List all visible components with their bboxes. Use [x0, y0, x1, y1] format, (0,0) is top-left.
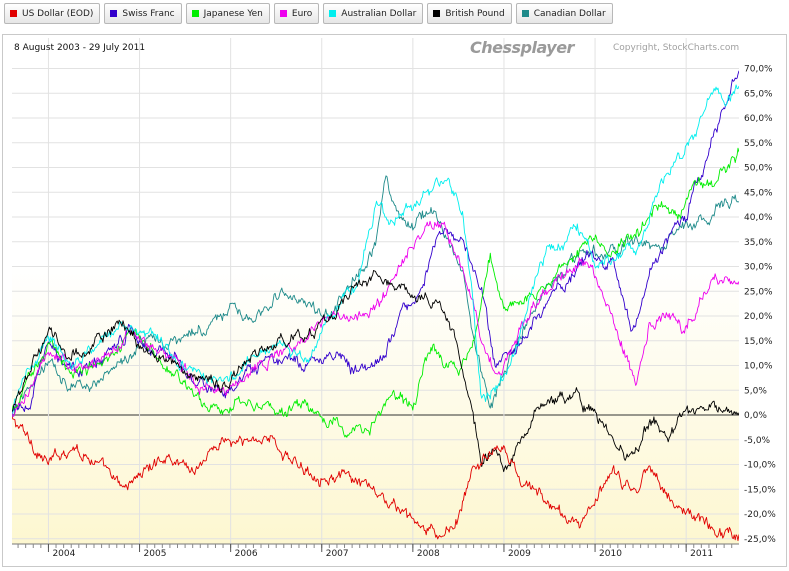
y-tick-label: 5,0% [744, 386, 767, 396]
y-tick-label: -20,0% [744, 510, 776, 520]
legend-swatch [521, 10, 529, 17]
x-tick-label: 2010 [599, 549, 622, 559]
legend-swatch [191, 10, 199, 17]
y-tick-label: 15,0% [744, 337, 773, 347]
legend-label: Japanese Yen [203, 8, 263, 19]
legend-swatch [10, 10, 17, 17]
y-tick-label: 45,0% [744, 188, 773, 198]
series-layer [12, 70, 739, 542]
x-axis-band [12, 543, 739, 564]
series-line-5 [12, 269, 739, 473]
y-tick-label: -5,0% [744, 436, 771, 446]
copyright: Copyright, StockCharts.com [613, 43, 739, 53]
legend-item-5[interactable]: British Pound [427, 3, 512, 24]
y-tick-label: 55,0% [744, 139, 773, 149]
series-line-1 [12, 70, 739, 415]
x-tick-label: 2011 [690, 549, 713, 559]
series-line-0 [12, 416, 739, 542]
legend-swatch [279, 10, 287, 17]
x-tick-label: 2007 [326, 549, 349, 559]
chart-frame [2, 34, 787, 567]
y-tick-label: -25,0% [744, 535, 776, 545]
y-tick-label: 0,0% [744, 411, 767, 421]
y-tick-label: -15,0% [744, 485, 776, 495]
y-tick-label: 40,0% [744, 213, 773, 223]
legend-label: Euro [291, 8, 313, 19]
legend-item-1[interactable]: Swiss Franc [104, 3, 182, 24]
x-axis-strip [12, 544, 739, 564]
legend-label: Swiss Franc [122, 8, 175, 19]
gridlines [12, 38, 739, 544]
y-tick-label: -10,0% [744, 461, 776, 471]
legend-swatch [329, 10, 337, 17]
x-tick-label: 2009 [508, 549, 531, 559]
x-axis: 2004 2005 2006 2007 2008 2009 2010 2011 [52, 549, 713, 559]
y-tick-label: 10,0% [744, 362, 773, 372]
y-tick-label: 35,0% [744, 238, 773, 248]
y-tick-label: 20,0% [744, 312, 773, 322]
watermark: Chessplayer [470, 38, 576, 57]
x-tick-label: 2006 [235, 549, 258, 559]
legend-label: British Pound [445, 8, 505, 19]
y-tick-label: 50,0% [744, 164, 773, 174]
y-axis: 70,0% 65,0% 60,0% 55,0% 50,0% 45,0% 40,0% 35,0%… [744, 65, 776, 545]
date-range: 8 August 2003 - 29 July 2011 [14, 43, 145, 53]
legend-swatch [433, 10, 441, 17]
x-tick-label: 2008 [417, 549, 440, 559]
y-tick-label: 70,0% [744, 65, 773, 75]
legend-item-4[interactable]: Australian Dollar [323, 3, 424, 24]
legend-label: US Dollar (EOD) [22, 8, 94, 19]
legend-item-0[interactable]: US Dollar (EOD) [4, 3, 101, 24]
y-tick-label: 25,0% [744, 287, 773, 297]
legend-item-6[interactable]: Canadian Dollar [515, 3, 613, 24]
y-tick-label: 60,0% [744, 114, 773, 124]
legend-bar: US Dollar (EOD) Swiss Franc Japanese Yen Eu… [4, 3, 640, 33]
y-tick-label: 65,0% [744, 89, 773, 99]
x-tick-label: 2005 [144, 549, 167, 559]
legend-label: Canadian Dollar [533, 8, 606, 19]
legend-item-3[interactable]: Euro [273, 3, 320, 24]
x-tick-label: 2004 [52, 549, 75, 559]
y-tick-label: 30,0% [744, 263, 773, 273]
legend-swatch [110, 10, 118, 17]
legend-item-2[interactable]: Japanese Yen [185, 3, 270, 24]
legend-label: Australian Dollar [341, 8, 417, 19]
